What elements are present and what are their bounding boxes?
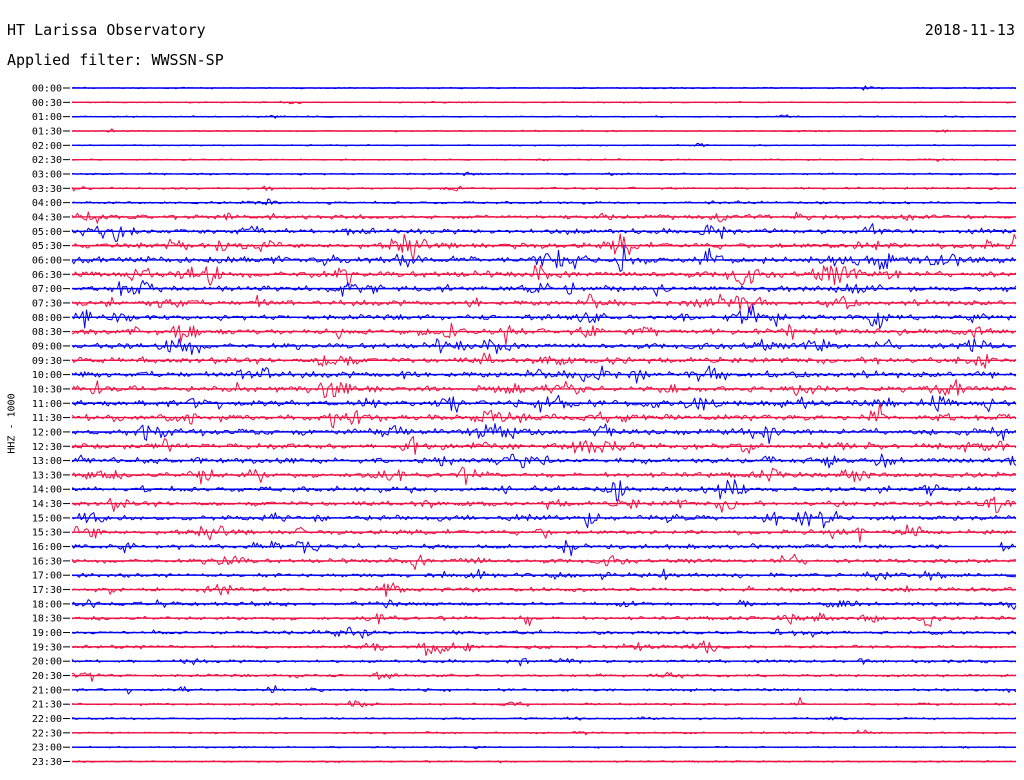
time-tick-label: 11:00 (32, 399, 62, 410)
time-tick-label: 14:00 (32, 485, 62, 496)
time-tick-label: 21:30 (32, 700, 62, 711)
time-tick-label: 10:00 (32, 370, 62, 381)
time-tick-label: 05:30 (32, 241, 62, 252)
seismic-trace-line (71, 524, 1017, 543)
time-tick-label: 04:00 (32, 198, 62, 209)
time-tick-label: 22:30 (32, 728, 62, 739)
time-tick-label: 06:30 (32, 270, 62, 281)
time-tick-label: 23:30 (32, 757, 62, 768)
time-tick-label: 07:00 (32, 284, 62, 295)
seismic-trace-line (71, 479, 1017, 502)
time-tick-label: 02:00 (32, 141, 62, 152)
seismic-trace-line (71, 423, 1017, 445)
time-tick-label: 21:00 (32, 685, 62, 696)
seismic-trace-line (71, 612, 1017, 627)
time-tick-label: 17:30 (32, 585, 62, 596)
time-tick-label: 09:30 (32, 356, 62, 367)
time-tick-label: 23:00 (32, 743, 62, 754)
seismic-trace-line (71, 553, 1017, 570)
time-tick-label: 20:00 (32, 657, 62, 668)
record-date: 2018-11-13 (924, 21, 1015, 39)
seismic-trace-line (71, 466, 1017, 486)
time-tick-label: 08:00 (32, 313, 62, 324)
time-tick-label: 01:30 (32, 126, 62, 137)
seismic-trace-line (71, 352, 1017, 369)
time-tick-group: 00:00 00:30 01:00 01:30 02:00 02:30 03:00 03:30… (32, 84, 70, 768)
time-tick-label: 20:30 (32, 671, 62, 682)
seismic-trace-line (71, 671, 1017, 682)
time-tick-label: 15:30 (32, 528, 62, 539)
time-tick-label: 09:00 (32, 341, 62, 352)
time-tick-label: 19:00 (32, 628, 62, 639)
time-tick-label: 00:30 (32, 98, 62, 109)
seismic-trace-line (71, 338, 1017, 356)
seismic-trace-line (71, 223, 1017, 242)
seismic-trace-line (71, 510, 1017, 529)
time-tick-label: 16:30 (32, 556, 62, 567)
time-tick-label: 14:30 (32, 499, 62, 510)
seismic-trace-line (71, 264, 1017, 286)
time-tick-label: 18:00 (32, 599, 62, 610)
time-tick-label: 04:30 (32, 212, 62, 223)
time-tick-label: 00:00 (32, 84, 62, 95)
trace-group (71, 85, 1017, 764)
time-tick-label: 13:00 (32, 456, 62, 467)
filter-label: Applied filter: WWSSN-SP (7, 51, 224, 69)
time-tick-label: 17:00 (32, 571, 62, 582)
seismic-trace-line (71, 697, 1017, 708)
time-tick-label: 18:30 (32, 614, 62, 625)
time-tick-label: 19:30 (32, 642, 62, 653)
time-tick-label: 12:30 (32, 442, 62, 453)
time-tick-label: 03:30 (32, 184, 62, 195)
time-tick-label: 03:00 (32, 169, 62, 180)
seismic-trace-line (71, 233, 1017, 261)
time-tick-label: 01:00 (32, 112, 62, 123)
seismic-trace-line (71, 496, 1017, 513)
seismic-trace-line (71, 582, 1017, 597)
observatory-title: HT Larissa Observatory (7, 21, 206, 39)
time-tick-label: 22:00 (32, 714, 62, 725)
time-tick-label: 15:00 (32, 513, 62, 524)
seismic-trace-line (71, 640, 1017, 657)
time-tick-label: 10:30 (32, 384, 62, 395)
seismic-trace-line (71, 322, 1017, 346)
seismic-trace-line (71, 435, 1017, 455)
seismic-trace-line (71, 657, 1017, 667)
seismic-trace-line (71, 365, 1017, 384)
time-tick-label: 16:00 (32, 542, 62, 553)
seismic-trace-line (71, 244, 1017, 272)
time-tick-label: 13:30 (32, 470, 62, 481)
time-tick-label: 11:30 (32, 413, 62, 424)
time-tick-label: 12:00 (32, 427, 62, 438)
time-tick-label: 02:30 (32, 155, 62, 166)
time-tick-label: 05:00 (32, 227, 62, 238)
time-tick-label: 08:30 (32, 327, 62, 338)
seismic-trace-line (71, 304, 1017, 330)
time-tick-label: 06:00 (32, 255, 62, 266)
time-tick-label: 07:30 (32, 298, 62, 309)
seismic-trace-line (71, 198, 1017, 206)
seismic-trace-line (71, 402, 1017, 429)
seismic-trace-line (71, 539, 1017, 557)
